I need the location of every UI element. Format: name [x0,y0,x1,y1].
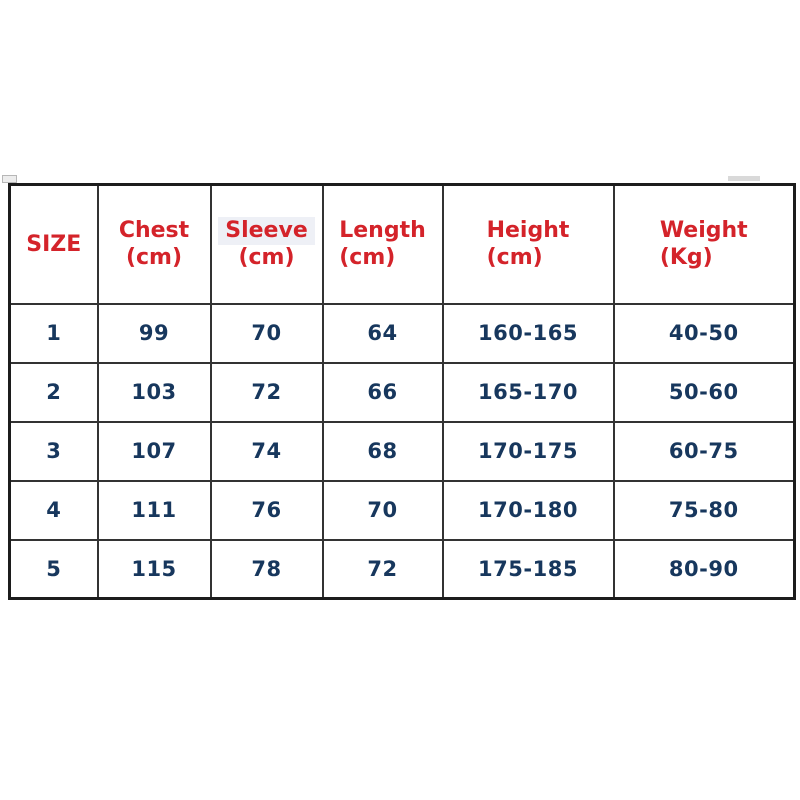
table-row: 2 103 72 66 165-170 50-60 [8,361,796,423]
column-unit: (cm) [339,245,396,271]
cell-height: 175-185 [441,538,615,600]
column-label: Weight [659,218,748,244]
column-label: SIZE [26,231,82,257]
table-row: 3 107 74 68 170-175 60-75 [8,420,796,482]
column-label: Sleeve [218,217,315,246]
column-unit: (cm) [486,245,543,271]
cell-chest: 107 [96,420,212,482]
cell-weight: 40-50 [612,302,796,364]
cell-weight: 60-75 [612,420,796,482]
column-unit: (Kg) [659,245,713,271]
cell-height: 165-170 [441,361,615,423]
cell-height: 170-180 [441,479,615,541]
cell-chest: 99 [96,302,212,364]
header-cell-height: Height (cm) [441,183,615,305]
cell-sleeve: 72 [209,361,324,423]
column-unit: (cm) [238,245,295,271]
header-cell-chest: Chest (cm) [96,183,212,305]
header-cell-size: SIZE [8,183,99,305]
column-label: Chest [118,218,190,244]
cell-size: 2 [8,361,99,423]
cell-chest: 111 [96,479,212,541]
header-cell-sleeve: Sleeve (cm) [209,183,324,305]
cell-sleeve: 74 [209,420,324,482]
top-edge-artifact [728,176,760,181]
cell-size: 5 [8,538,99,600]
column-unit: (cm) [125,245,183,271]
cell-size: 4 [8,479,99,541]
cell-sleeve: 76 [209,479,324,541]
column-label: Height [486,218,570,244]
cell-weight: 50-60 [612,361,796,423]
cell-length: 68 [321,420,444,482]
cell-height: 170-175 [441,420,615,482]
size-chart-table: SIZE Chest (cm) Sleeve (cm) Length (cm) [8,183,796,600]
cell-length: 72 [321,538,444,600]
cell-height: 160-165 [441,302,615,364]
cell-weight: 80-90 [612,538,796,600]
column-label: Length [339,218,426,244]
table-row: 5 115 78 72 175-185 80-90 [8,538,796,600]
header-cell-weight: Weight (Kg) [612,183,796,305]
header-row: SIZE Chest (cm) Sleeve (cm) Length (cm) [8,183,796,305]
cell-chest: 115 [96,538,212,600]
cell-sleeve: 78 [209,538,324,600]
header-cell-length: Length (cm) [321,183,444,305]
cell-size: 3 [8,420,99,482]
corner-artifact [2,175,17,183]
cell-length: 64 [321,302,444,364]
cell-length: 70 [321,479,444,541]
cell-length: 66 [321,361,444,423]
cell-chest: 103 [96,361,212,423]
cell-sleeve: 70 [209,302,324,364]
table-row: 1 99 70 64 160-165 40-50 [8,302,796,364]
cell-weight: 75-80 [612,479,796,541]
cell-size: 1 [8,302,99,364]
table-row: 4 111 76 70 170-180 75-80 [8,479,796,541]
